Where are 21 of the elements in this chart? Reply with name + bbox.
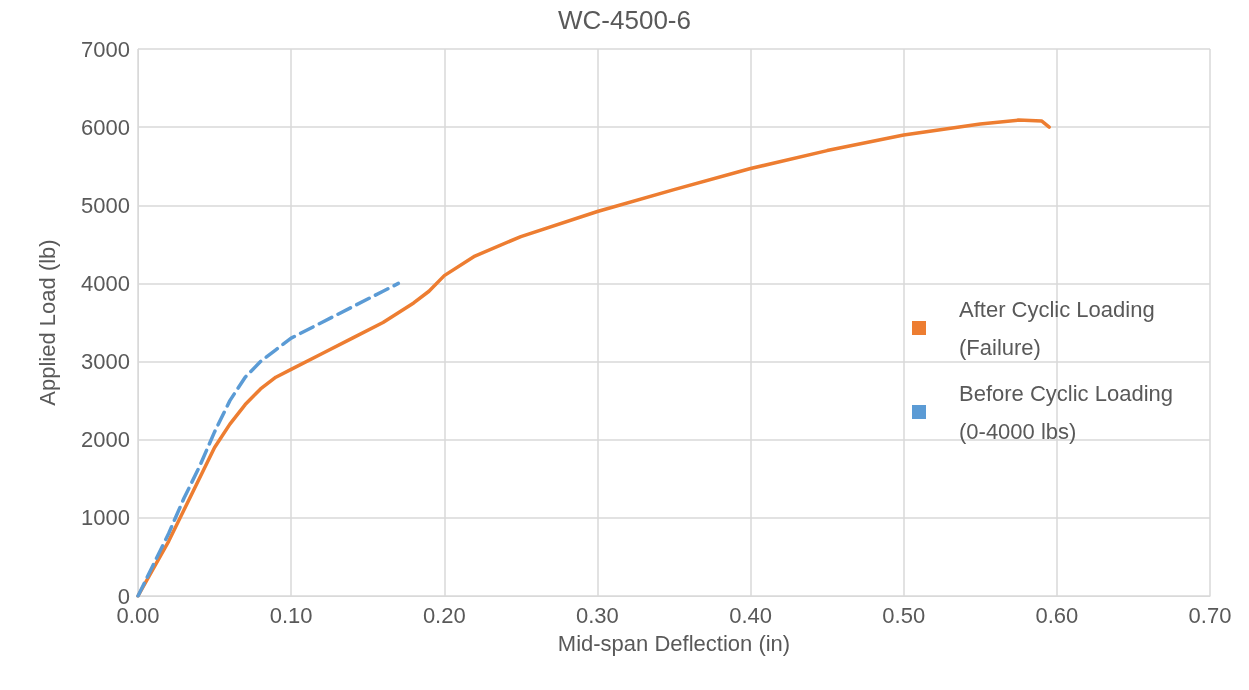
y-tick-label: 1000 xyxy=(81,505,130,531)
x-tick-label: 0.20 xyxy=(422,602,466,628)
x-tick-label: 0.70 xyxy=(1188,602,1232,628)
line-series xyxy=(136,281,401,598)
y-axis-title: Applied Load (lb) xyxy=(34,239,60,406)
y-tick-label: 2000 xyxy=(81,427,130,453)
x-tick-label: 0.50 xyxy=(882,602,926,628)
chart-title: WC-4500-6 xyxy=(558,5,691,35)
x-tick-label: 0.10 xyxy=(269,602,313,628)
x-tick-label: 0.60 xyxy=(1035,602,1079,628)
y-tick-label: 0 xyxy=(117,583,130,609)
x-tick-label: 0.40 xyxy=(729,602,772,628)
y-tick-label: 5000 xyxy=(81,192,130,218)
y-tick-label: 3000 xyxy=(81,349,130,375)
x-tick-label: 0.30 xyxy=(576,602,619,628)
y-tick-label: 4000 xyxy=(81,270,130,296)
legend-label: After Cyclic Loading (Failure) xyxy=(959,296,1161,360)
legend-label: Before Cyclic Loading (0-4000 lbs) xyxy=(959,380,1180,444)
x-axis-title: Mid-span Deflection (in) xyxy=(557,630,791,656)
y-tick-label: 7000 xyxy=(81,36,130,62)
y-tick-label: 6000 xyxy=(81,114,130,140)
